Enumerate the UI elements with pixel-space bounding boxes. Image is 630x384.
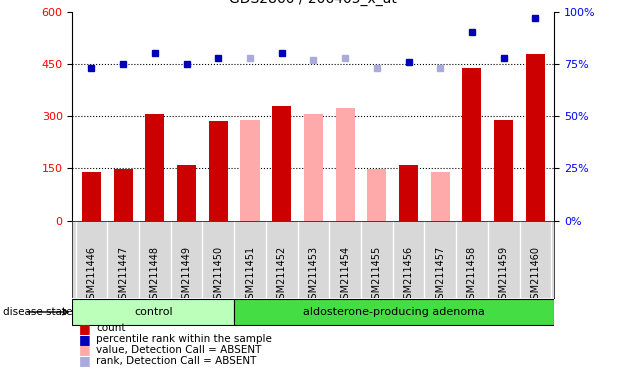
Bar	[113, 169, 133, 221]
Title: GDS2860 / 206405_x_at: GDS2860 / 206405_x_at	[229, 0, 398, 6]
Text: ■: ■	[79, 354, 91, 367]
Bar	[234, 299, 554, 325]
Text: count: count	[96, 323, 126, 333]
Bar	[526, 55, 545, 221]
Bar	[177, 165, 196, 221]
Text: aldosterone-producing adenoma: aldosterone-producing adenoma	[303, 307, 485, 317]
Bar	[431, 172, 450, 221]
Text: rank, Detection Call = ABSENT: rank, Detection Call = ABSENT	[96, 356, 257, 366]
Bar	[494, 120, 513, 221]
Text: ■: ■	[79, 322, 91, 335]
Bar	[336, 109, 355, 221]
Bar	[72, 299, 234, 325]
Text: disease state: disease state	[3, 307, 72, 317]
Bar	[209, 121, 228, 221]
Bar	[241, 120, 260, 221]
Bar	[146, 114, 164, 221]
Text: percentile rank within the sample: percentile rank within the sample	[96, 334, 272, 344]
Bar	[272, 106, 291, 221]
Text: ■: ■	[79, 333, 91, 346]
Text: control: control	[134, 307, 173, 317]
Bar	[399, 165, 418, 221]
Bar	[82, 172, 101, 221]
Text: ■: ■	[79, 343, 91, 356]
Bar	[367, 169, 386, 221]
Bar	[304, 114, 323, 221]
Bar	[462, 68, 481, 221]
Text: value, Detection Call = ABSENT: value, Detection Call = ABSENT	[96, 345, 262, 355]
